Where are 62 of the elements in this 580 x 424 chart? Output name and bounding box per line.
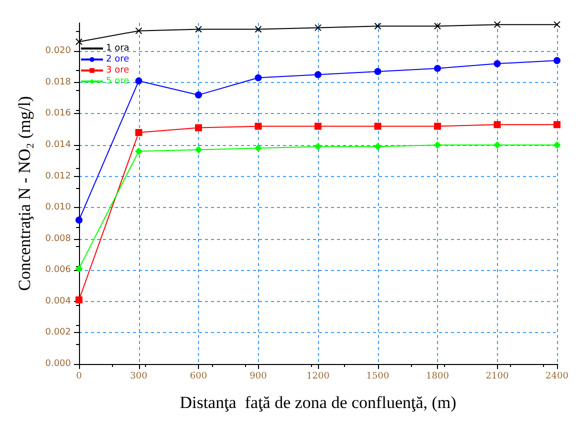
point [494,21,501,28]
y-tick-label: 0.002 [45,328,71,338]
legend-label: 5 ore [106,76,130,86]
point [135,27,142,34]
y-axis-title: Concentraţia N - NO₂ (mg/l) [15,96,34,291]
x-tick-label: 1200 [306,372,330,382]
point [76,296,82,304]
point [254,26,262,33]
y-tick-label: 0.012 [45,171,71,182]
point [314,122,322,130]
x-tick-label: 2100 [486,372,509,382]
point [554,21,560,28]
point [135,148,142,155]
point [494,121,501,128]
point [374,143,382,150]
legend-label: 1 ora [106,44,130,54]
point [254,74,262,82]
point [434,122,441,130]
x-tick-label: 600 [190,372,208,382]
point [494,142,501,149]
y-tick-label: 0.006 [45,265,72,276]
y-tick-label: 0.000 [45,359,72,369]
point [254,122,262,130]
x-tick-label: 2400 [546,372,569,382]
point [314,143,322,150]
point [135,128,142,136]
point [434,64,441,72]
point [434,22,441,30]
point [314,71,322,78]
legend-label: 2 ore [106,54,130,64]
point [374,122,382,130]
point [195,91,202,98]
point [195,146,202,154]
point [76,265,82,272]
x-tick-label: 1500 [366,372,390,382]
point [254,144,262,152]
point [314,24,322,32]
x-axis-title: Distanţa faţă de zona de confluenţă, (m) [180,393,456,412]
x-tick-label: 0 [76,372,82,382]
y-tick-label: 0.004 [45,296,72,306]
point [554,121,560,128]
x-tick-label: 1800 [426,372,450,382]
point [374,22,382,30]
point [494,60,501,68]
point [195,26,202,33]
point [374,68,382,75]
point [554,57,560,64]
y-tick-label: 0.008 [45,234,72,244]
point [195,124,202,132]
y-tick-label: 0.016 [45,108,72,119]
y-tick-label: 0.014 [45,140,72,150]
y-tick-label: 0.010 [45,202,72,213]
x-tick-label: 300 [130,372,148,382]
point [554,142,560,149]
point [76,38,82,46]
y-tick-label: 0.018 [45,77,72,88]
point [76,216,82,224]
y-tick-label: 0.020 [45,46,72,56]
point [434,142,441,149]
x-tick-label: 900 [250,372,268,382]
legend-label: 3 ore [106,66,130,76]
point [135,77,142,84]
